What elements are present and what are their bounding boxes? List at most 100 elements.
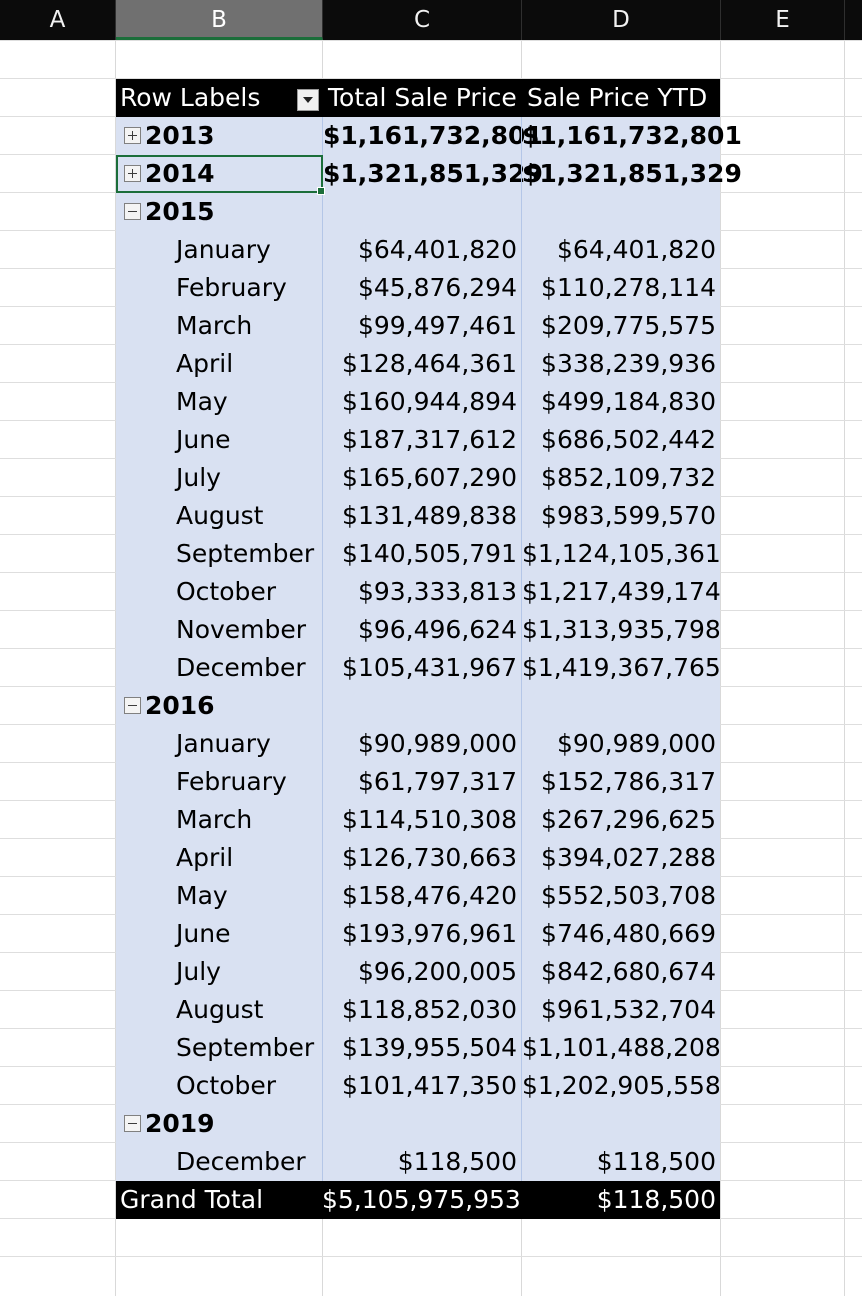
- sale-price-ytd-cell[interactable]: $1,124,105,361: [521, 535, 721, 573]
- minus-box-icon[interactable]: [124, 1114, 141, 1132]
- total-sale-price-cell[interactable]: [322, 1105, 521, 1143]
- month-label[interactable]: August: [176, 501, 264, 530]
- sale-price-ytd-cell[interactable]: $983,599,570: [521, 497, 720, 535]
- sale-price-ytd-cell[interactable]: $1,101,488,208: [521, 1029, 721, 1067]
- total-sale-price-cell[interactable]: $1,161,732,801: [322, 117, 543, 155]
- row-labels-header[interactable]: Row Labels: [116, 79, 322, 117]
- total-sale-price-cell[interactable]: $131,489,838: [322, 497, 521, 535]
- month-label[interactable]: May: [176, 387, 228, 416]
- sale-price-ytd-cell[interactable]: $842,680,674: [521, 953, 720, 991]
- month-label[interactable]: March: [176, 311, 253, 340]
- total-sale-price-cell[interactable]: $126,730,663: [322, 839, 521, 877]
- sale-price-ytd-cell[interactable]: $152,786,317: [521, 763, 720, 801]
- month-label[interactable]: March: [176, 805, 253, 834]
- minus-box-icon[interactable]: [124, 202, 141, 220]
- sale-price-ytd-cell[interactable]: $746,480,669: [521, 915, 720, 953]
- total-sale-price-cell[interactable]: $93,333,813: [322, 573, 521, 611]
- minus-box-icon[interactable]: [124, 696, 141, 714]
- plus-box-icon[interactable]: [124, 164, 141, 182]
- sale-price-ytd-cell[interactable]: $552,503,708: [521, 877, 720, 915]
- total-sale-price-cell[interactable]: $165,607,290: [322, 459, 521, 497]
- month-label[interactable]: July: [176, 957, 221, 986]
- sale-price-ytd-cell[interactable]: $267,296,625: [521, 801, 720, 839]
- sale-price-ytd-cell[interactable]: $961,532,704: [521, 991, 720, 1029]
- sale-price-ytd-cell[interactable]: $394,027,288: [521, 839, 720, 877]
- sale-price-ytd-cell[interactable]: [521, 1105, 720, 1143]
- sale-price-ytd-cell[interactable]: $1,161,732,801: [521, 117, 742, 155]
- total-sale-price-cell[interactable]: $193,976,961: [322, 915, 521, 953]
- total-sale-price-cell[interactable]: $118,852,030: [322, 991, 521, 1029]
- total-sale-price-cell[interactable]: $99,497,461: [322, 307, 521, 345]
- month-label[interactable]: July: [176, 463, 221, 492]
- total-sale-price-cell[interactable]: $114,510,308: [322, 801, 521, 839]
- total-sale-price-cell[interactable]: $140,505,791: [322, 535, 521, 573]
- sale-price-ytd-cell[interactable]: $90,989,000: [521, 725, 720, 763]
- month-label[interactable]: April: [176, 843, 234, 872]
- sale-price-ytd-cell[interactable]: $118,500: [521, 1143, 720, 1181]
- total-sale-price-cell[interactable]: $45,876,294: [322, 269, 521, 307]
- month-label[interactable]: December: [176, 1147, 306, 1176]
- year-label-cell[interactable]: 2015: [116, 193, 322, 231]
- total-sale-price-header[interactable]: Total Sale Price: [328, 83, 517, 112]
- year-label-cell[interactable]: 2019: [116, 1105, 322, 1143]
- total-sale-price-cell[interactable]: $1,321,851,329: [322, 155, 543, 193]
- sale-price-ytd-header[interactable]: Sale Price YTD: [527, 83, 708, 112]
- column-header-b[interactable]: B: [116, 0, 323, 40]
- total-sale-price-cell[interactable]: $64,401,820: [322, 231, 521, 269]
- month-label[interactable]: September: [176, 539, 315, 568]
- sale-price-ytd-cell[interactable]: $110,278,114: [521, 269, 720, 307]
- column-header-d[interactable]: D: [522, 0, 721, 40]
- sale-price-ytd-cell[interactable]: $686,502,442: [521, 421, 720, 459]
- total-sale-price-cell[interactable]: $128,464,361: [322, 345, 521, 383]
- month-label[interactable]: May: [176, 881, 228, 910]
- year-label-cell[interactable]: 2013: [116, 117, 322, 155]
- sale-price-ytd-cell[interactable]: $852,109,732: [521, 459, 720, 497]
- month-label[interactable]: June: [176, 425, 231, 454]
- sale-price-ytd-cell[interactable]: $209,775,575: [521, 307, 720, 345]
- sale-price-ytd-cell[interactable]: $1,202,905,558: [521, 1067, 721, 1105]
- sale-price-ytd-cell[interactable]: [521, 193, 720, 231]
- month-label[interactable]: February: [176, 273, 287, 302]
- grand-total-ytd[interactable]: $118,500: [596, 1185, 716, 1214]
- month-label[interactable]: June: [176, 919, 231, 948]
- total-sale-price-cell[interactable]: [322, 687, 521, 725]
- sale-price-ytd-cell[interactable]: $1,313,935,798: [521, 611, 721, 649]
- year-label-cell[interactable]: 2014: [116, 155, 322, 193]
- grand-total-label[interactable]: Grand Total: [120, 1185, 264, 1214]
- year-label-cell[interactable]: 2016: [116, 687, 322, 725]
- total-sale-price-cell[interactable]: $160,944,894: [322, 383, 521, 421]
- total-sale-price-cell[interactable]: $187,317,612: [322, 421, 521, 459]
- total-sale-price-cell[interactable]: $90,989,000: [322, 725, 521, 763]
- total-sale-price-cell[interactable]: $139,955,504: [322, 1029, 521, 1067]
- sale-price-ytd-cell[interactable]: $1,321,851,329: [521, 155, 742, 193]
- month-label[interactable]: April: [176, 349, 234, 378]
- total-sale-price-cell[interactable]: $105,431,967: [322, 649, 521, 687]
- total-sale-price-cell[interactable]: [322, 193, 521, 231]
- sale-price-ytd-cell[interactable]: $1,217,439,174: [521, 573, 721, 611]
- plus-box-icon[interactable]: [124, 126, 141, 144]
- column-header-e[interactable]: E: [721, 0, 845, 40]
- total-sale-price-cell[interactable]: $96,200,005: [322, 953, 521, 991]
- month-label[interactable]: November: [176, 615, 307, 644]
- month-label[interactable]: August: [176, 995, 264, 1024]
- total-sale-price-cell[interactable]: $158,476,420: [322, 877, 521, 915]
- column-header-f[interactable]: [845, 0, 862, 40]
- month-label[interactable]: December: [176, 653, 306, 682]
- sale-price-ytd-cell[interactable]: $499,184,830: [521, 383, 720, 421]
- total-sale-price-cell[interactable]: $96,496,624: [322, 611, 521, 649]
- month-label[interactable]: January: [176, 235, 271, 264]
- filter-dropdown-icon[interactable]: [297, 89, 319, 111]
- grand-total-sale-price[interactable]: $5,105,975,953: [322, 1185, 521, 1214]
- total-sale-price-cell[interactable]: $61,797,317: [322, 763, 521, 801]
- column-header-a[interactable]: A: [0, 0, 116, 40]
- month-label[interactable]: October: [176, 577, 277, 606]
- total-sale-price-cell[interactable]: $118,500: [322, 1143, 521, 1181]
- sale-price-ytd-cell[interactable]: $338,239,936: [521, 345, 720, 383]
- sale-price-ytd-cell[interactable]: $64,401,820: [521, 231, 720, 269]
- month-label[interactable]: January: [176, 729, 271, 758]
- month-label[interactable]: February: [176, 767, 287, 796]
- month-label[interactable]: September: [176, 1033, 315, 1062]
- sale-price-ytd-cell[interactable]: [521, 687, 720, 725]
- sale-price-ytd-cell[interactable]: $1,419,367,765: [521, 649, 721, 687]
- month-label[interactable]: October: [176, 1071, 277, 1100]
